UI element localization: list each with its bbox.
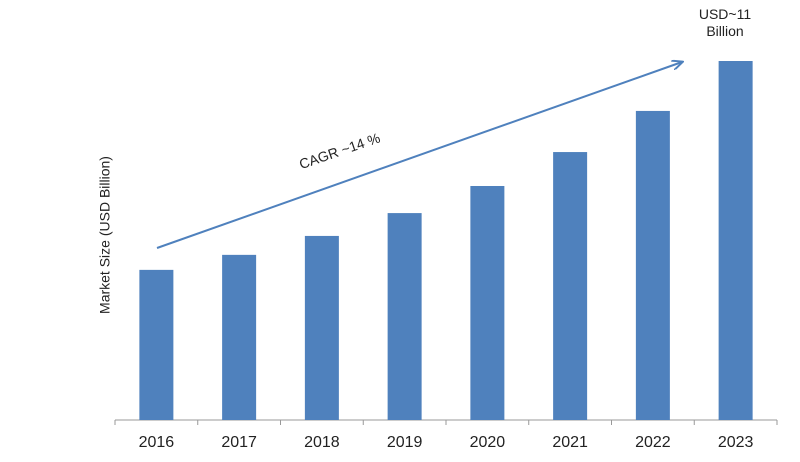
x-tick-label: 2019 bbox=[387, 434, 423, 451]
x-tick-label: 2018 bbox=[304, 434, 340, 451]
bar bbox=[553, 152, 588, 420]
bar bbox=[139, 269, 174, 420]
x-tick-label: 2016 bbox=[139, 434, 175, 451]
y-axis-label: Market Size (USD Billion) bbox=[97, 156, 113, 314]
x-tick-label: 2020 bbox=[470, 434, 506, 451]
x-tick-label: 2021 bbox=[552, 434, 588, 451]
trend-arrow bbox=[156, 62, 682, 249]
bar bbox=[718, 61, 753, 420]
bar bbox=[635, 110, 670, 420]
cagr-annotation: CAGR ~14 % bbox=[297, 129, 382, 172]
top-value-annotation: USD~11 Billion bbox=[698, 6, 752, 39]
bar bbox=[470, 185, 505, 420]
x-tick-label: 2022 bbox=[635, 434, 671, 451]
x-tick-label: 2023 bbox=[718, 434, 754, 451]
bar bbox=[304, 235, 339, 420]
bar bbox=[222, 254, 257, 420]
bar bbox=[387, 213, 422, 420]
x-tick-label: 2017 bbox=[221, 434, 257, 451]
